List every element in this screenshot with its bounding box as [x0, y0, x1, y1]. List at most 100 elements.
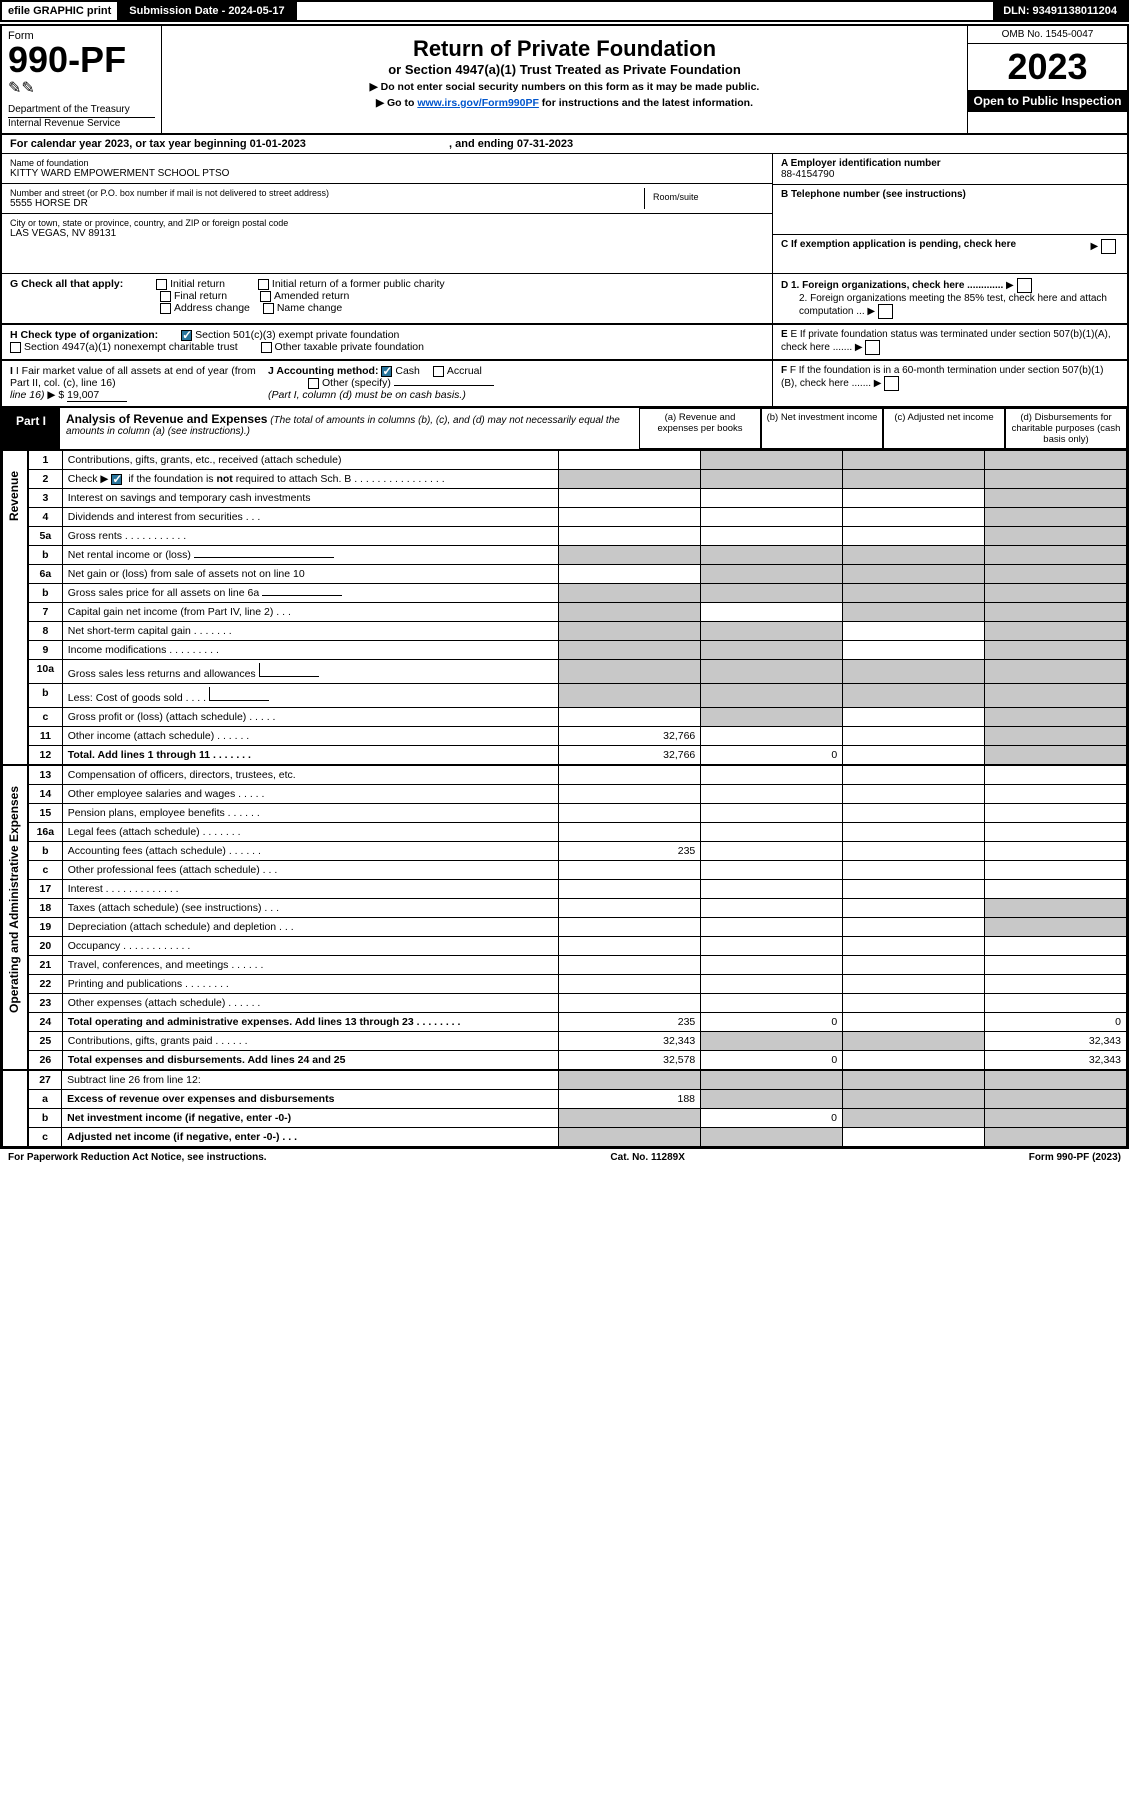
table-row: 26Total expenses and disbursements. Add …	[29, 1051, 1127, 1070]
f-label: F If the foundation is in a 60-month ter…	[781, 365, 1103, 389]
table-row: bGross sales price for all assets on lin…	[29, 584, 1127, 603]
dept-label: Department of the Treasury	[8, 104, 155, 115]
g-left: G Check all that apply: Initial return I…	[2, 274, 772, 323]
form-number: 990-PF	[8, 39, 126, 80]
amended-return: Amended return	[274, 290, 349, 302]
top-bar: efile GRAPHIC print Submission Date - 20…	[0, 0, 1129, 22]
d2-cb[interactable]	[878, 304, 893, 319]
cash-cb[interactable]	[381, 366, 392, 377]
final-return: Final return	[174, 290, 227, 302]
col-c-header: (c) Adjusted net income	[883, 408, 1005, 449]
501c3-cb[interactable]	[181, 330, 192, 341]
g-label: G Check all that apply:	[10, 278, 123, 290]
submission-date: Submission Date - 2024-05-17	[117, 2, 296, 20]
d1-cb[interactable]	[1017, 278, 1032, 293]
schb-cb[interactable]	[111, 474, 122, 485]
cal-pre: For calendar year 2023, or tax year begi…	[10, 138, 250, 150]
table-row: 23Other expenses (attach schedule) . . .…	[29, 994, 1127, 1013]
part1-header: Part I Analysis of Revenue and Expenses …	[2, 408, 1127, 450]
city-cell: City or town, state or province, country…	[2, 214, 772, 243]
table-row: 9Income modifications . . . . . . . . .	[29, 641, 1127, 660]
table-row: bLess: Cost of goods sold . . . .	[29, 684, 1127, 708]
table-row: bNet investment income (if negative, ent…	[29, 1109, 1127, 1128]
dln-label: DLN: 93491138011204	[993, 2, 1127, 20]
table-row: 25Contributions, gifts, grants paid . . …	[29, 1032, 1127, 1051]
table-row: 15Pension plans, employee benefits . . .…	[29, 804, 1127, 823]
expenses-side-label: Operating and Administrative Expenses	[2, 765, 28, 1070]
part1-tab: Part I	[2, 408, 60, 449]
tel-label: B Telephone number (see instructions)	[781, 189, 1119, 200]
final-return-cb[interactable]	[160, 291, 171, 302]
name-change-cb[interactable]	[263, 303, 274, 314]
table-row: 1Contributions, gifts, grants, etc., rec…	[29, 451, 1127, 470]
col-a-header: (a) Revenue and expenses per books	[639, 408, 761, 449]
table-row: 17Interest . . . . . . . . . . . . .	[29, 880, 1127, 899]
other-taxable-label: Other taxable private foundation	[275, 341, 424, 353]
table-row: 16aLegal fees (attach schedule) . . . . …	[29, 823, 1127, 842]
initial-former-cb[interactable]	[258, 279, 269, 290]
other-method-cb[interactable]	[308, 378, 319, 389]
table-row: 5aGross rents . . . . . . . . . . .	[29, 527, 1127, 546]
tax-year: 2023	[968, 44, 1127, 90]
amended-cb[interactable]	[260, 291, 271, 302]
501c3-label: Section 501(c)(3) exempt private foundat…	[195, 329, 399, 341]
ij-left: I I Fair market value of all assets at e…	[2, 361, 772, 406]
d1-label: D 1. Foreign organizations, check here .…	[781, 280, 1003, 291]
table-row: 20Occupancy . . . . . . . . . . . .	[29, 937, 1127, 956]
revenue-section: Revenue 1Contributions, gifts, grants, e…	[2, 450, 1127, 765]
header-right: OMB No. 1545-0047 2023 Open to Public In…	[967, 26, 1127, 133]
table-row: 27Subtract line 26 from line 12:	[29, 1071, 1127, 1090]
table-row: 11Other income (attach schedule) . . . .…	[29, 727, 1127, 746]
footer-right: Form 990-PF (2023)	[1029, 1152, 1121, 1163]
address-right: A Employer identification number 88-4154…	[772, 154, 1127, 273]
f-cb[interactable]	[884, 376, 899, 391]
calendar-year-row: For calendar year 2023, or tax year begi…	[2, 135, 1127, 154]
column-headers: (a) Revenue and expenses per books (b) N…	[639, 408, 1127, 449]
col-d-header: (d) Disbursements for charitable purpose…	[1005, 408, 1127, 449]
e-cell: E E If private foundation status was ter…	[772, 325, 1127, 359]
name-label: Name of foundation	[10, 158, 764, 168]
accrual-label: Accrual	[447, 365, 482, 377]
revenue-side-label: Revenue	[2, 450, 28, 765]
table-row: cAdjusted net income (if negative, enter…	[29, 1128, 1127, 1147]
hint-pre: ▶ Go to	[376, 97, 417, 109]
footer-cat: Cat. No. 11289X	[610, 1152, 684, 1163]
irs-link[interactable]: www.irs.gov/Form990PF	[417, 97, 539, 109]
table-row: 18Taxes (attach schedule) (see instructi…	[29, 899, 1127, 918]
city-label: City or town, state or province, country…	[10, 218, 764, 228]
initial-return-cb[interactable]	[156, 279, 167, 290]
form-container: Form 990-PF ✎✎ Department of the Treasur…	[0, 24, 1129, 1149]
table-row: 14Other employee salaries and wages . . …	[29, 785, 1127, 804]
c-checkbox[interactable]	[1101, 239, 1116, 254]
col-b-header: (b) Net investment income	[761, 408, 883, 449]
addr-change-cb[interactable]	[160, 303, 171, 314]
j-label: J Accounting method:	[268, 365, 378, 377]
4947-cb[interactable]	[10, 342, 21, 353]
street-label: Number and street (or P.O. box number if…	[10, 188, 644, 198]
form-header: Form 990-PF ✎✎ Department of the Treasur…	[2, 26, 1127, 135]
address-left: Name of foundation KITTY WARD EMPOWERMEN…	[2, 154, 772, 273]
table-row: 13Compensation of officers, directors, t…	[29, 766, 1127, 785]
revenue-table: 1Contributions, gifts, grants, etc., rec…	[28, 450, 1127, 765]
table-row: 2Check ▶ if the foundation is not requir…	[29, 470, 1127, 489]
other-method-label: Other (specify)	[322, 377, 391, 389]
form-subtitle: or Section 4947(a)(1) Trust Treated as P…	[172, 62, 957, 77]
i-value: 19,007	[67, 389, 127, 402]
table-row: aExcess of revenue over expenses and dis…	[29, 1090, 1127, 1109]
h-left: H Check type of organization: Section 50…	[2, 325, 772, 359]
hint-link-row: ▶ Go to www.irs.gov/Form990PF for instru…	[172, 97, 957, 109]
e-cb[interactable]	[865, 340, 880, 355]
f-cell: F F If the foundation is in a 60-month t…	[772, 361, 1127, 406]
c-cell: C If exemption application is pending, c…	[773, 235, 1127, 273]
part1-desc: Analysis of Revenue and Expenses (The to…	[60, 408, 639, 449]
street-cell: Number and street (or P.O. box number if…	[2, 184, 772, 214]
accrual-cb[interactable]	[433, 366, 444, 377]
part1-title: Analysis of Revenue and Expenses	[66, 412, 267, 426]
page-footer: For Paperwork Reduction Act Notice, see …	[0, 1149, 1129, 1166]
line27-section: 27Subtract line 26 from line 12: aExcess…	[2, 1070, 1127, 1147]
h-label: H Check type of organization:	[10, 329, 158, 341]
other-taxable-cb[interactable]	[261, 342, 272, 353]
line27-table: 27Subtract line 26 from line 12: aExcess…	[28, 1070, 1127, 1147]
efile-label[interactable]: efile GRAPHIC print	[2, 2, 117, 20]
table-row: 10aGross sales less returns and allowanc…	[29, 660, 1127, 684]
